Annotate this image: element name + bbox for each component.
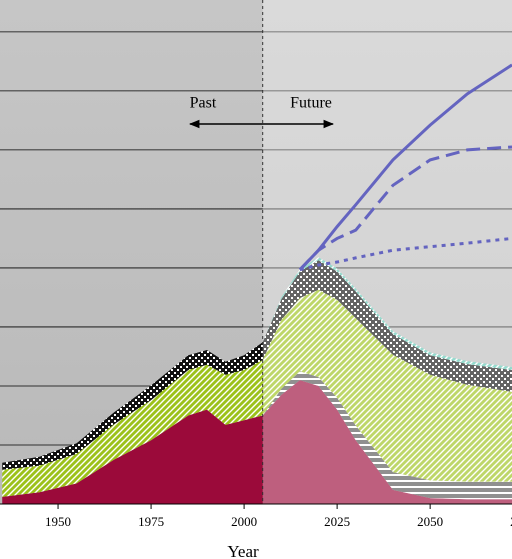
x-axis-label: Year <box>227 542 259 559</box>
x-tick-label: 2075 <box>510 514 512 529</box>
x-tick-label: 1975 <box>138 514 164 529</box>
projection-line <box>298 63 512 271</box>
future-shade <box>262 0 512 504</box>
x-tick-label: 2000 <box>231 514 257 529</box>
area-layer <box>2 289 512 497</box>
projection-line <box>299 236 512 272</box>
projection-line <box>298 145 512 271</box>
area-layer <box>2 371 512 500</box>
annotation: Future <box>290 95 332 112</box>
x-tick-label: 2050 <box>417 514 443 529</box>
area-layer <box>2 380 512 504</box>
x-tick-label: 1950 <box>45 514 71 529</box>
annotation: Past <box>190 95 217 112</box>
x-tick-label: 2025 <box>324 514 350 529</box>
